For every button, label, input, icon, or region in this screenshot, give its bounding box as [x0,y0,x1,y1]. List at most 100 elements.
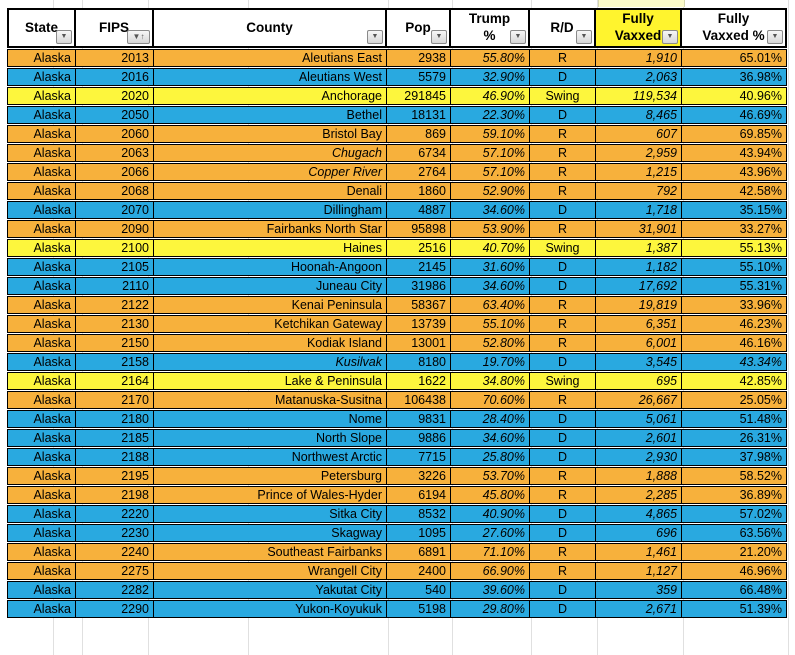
cell-pop[interactable]: 3226 [387,467,451,485]
cell-fully-vaxxed-pct[interactable]: 55.10% [682,258,787,276]
cell-county[interactable]: Denali [154,182,387,200]
cell-pop[interactable]: 95898 [387,220,451,238]
cell-state[interactable]: Alaska [7,505,76,523]
cell-rd[interactable]: D [530,201,596,219]
cell-rd[interactable]: D [530,524,596,542]
cell-pop[interactable]: 2764 [387,163,451,181]
filter-dropdown-icon[interactable]: ▼ [767,30,783,44]
cell-rd[interactable]: R [530,163,596,181]
cell-county[interactable]: Hoonah-Angoon [154,258,387,276]
cell-fips[interactable]: 2070 [76,201,154,219]
cell-trump-pct[interactable]: 52.90% [451,182,530,200]
cell-fully-vaxxed-pct[interactable]: 36.98% [682,68,787,86]
cell-fips[interactable]: 2110 [76,277,154,295]
cell-pop[interactable]: 8532 [387,505,451,523]
cell-fully-vaxxed-pct[interactable]: 66.48% [682,581,787,599]
cell-fully-vaxxed-pct[interactable]: 26.31% [682,429,787,447]
cell-fully-vaxxed-pct[interactable]: 43.96% [682,163,787,181]
cell-fips[interactable]: 2164 [76,372,154,390]
cell-rd[interactable]: D [530,258,596,276]
filter-dropdown-icon[interactable]: ▼ [576,30,592,44]
cell-fully-vaxxed[interactable]: 19,819 [596,296,682,314]
cell-county[interactable]: Sitka City [154,505,387,523]
cell-fips[interactable]: 2050 [76,106,154,124]
cell-state[interactable]: Alaska [7,410,76,428]
cell-pop[interactable]: 6194 [387,486,451,504]
cell-fips[interactable]: 2066 [76,163,154,181]
cell-pop[interactable]: 6734 [387,144,451,162]
cell-fully-vaxxed[interactable]: 6,351 [596,315,682,333]
cell-pop[interactable]: 1622 [387,372,451,390]
cell-state[interactable]: Alaska [7,543,76,561]
cell-fully-vaxxed[interactable]: 792 [596,182,682,200]
cell-pop[interactable]: 869 [387,125,451,143]
cell-county[interactable]: Kodiak Island [154,334,387,352]
cell-rd[interactable]: R [530,49,596,67]
cell-trump-pct[interactable]: 34.60% [451,429,530,447]
cell-state[interactable]: Alaska [7,68,76,86]
cell-trump-pct[interactable]: 27.60% [451,524,530,542]
cell-pop[interactable]: 5579 [387,68,451,86]
cell-fully-vaxxed-pct[interactable]: 46.16% [682,334,787,352]
cell-pop[interactable]: 5198 [387,600,451,618]
cell-fips[interactable]: 2220 [76,505,154,523]
cell-pop[interactable]: 9831 [387,410,451,428]
cell-county[interactable]: Haines [154,239,387,257]
cell-rd[interactable]: R [530,467,596,485]
cell-rd[interactable]: D [530,68,596,86]
cell-county[interactable]: Prince of Wales-Hyder [154,486,387,504]
cell-rd[interactable]: Swing [530,87,596,105]
cell-state[interactable]: Alaska [7,486,76,504]
cell-fips[interactable]: 2090 [76,220,154,238]
cell-county[interactable]: Petersburg [154,467,387,485]
cell-county[interactable]: North Slope [154,429,387,447]
cell-fully-vaxxed[interactable]: 119,534 [596,87,682,105]
cell-fully-vaxxed-pct[interactable]: 25.05% [682,391,787,409]
cell-fully-vaxxed[interactable]: 1,910 [596,49,682,67]
cell-fully-vaxxed-pct[interactable]: 35.15% [682,201,787,219]
cell-rd[interactable]: Swing [530,239,596,257]
cell-fips[interactable]: 2185 [76,429,154,447]
cell-state[interactable]: Alaska [7,315,76,333]
cell-rd[interactable]: D [530,505,596,523]
cell-fips[interactable]: 2100 [76,239,154,257]
cell-fully-vaxxed[interactable]: 26,667 [596,391,682,409]
cell-rd[interactable]: D [530,106,596,124]
cell-trump-pct[interactable]: 45.80% [451,486,530,504]
cell-rd[interactable]: D [530,277,596,295]
cell-fully-vaxxed[interactable]: 1,461 [596,543,682,561]
cell-state[interactable]: Alaska [7,372,76,390]
cell-rd[interactable]: R [530,220,596,238]
cell-trump-pct[interactable]: 31.60% [451,258,530,276]
cell-trump-pct[interactable]: 59.10% [451,125,530,143]
cell-county[interactable]: Nome [154,410,387,428]
cell-rd[interactable]: R [530,486,596,504]
cell-rd[interactable]: R [530,125,596,143]
cell-trump-pct[interactable]: 19.70% [451,353,530,371]
cell-county[interactable]: Yukon-Koyukuk [154,600,387,618]
cell-trump-pct[interactable]: 57.10% [451,144,530,162]
cell-pop[interactable]: 291845 [387,87,451,105]
cell-rd[interactable]: D [530,429,596,447]
cell-fully-vaxxed-pct[interactable]: 58.52% [682,467,787,485]
cell-pop[interactable]: 13001 [387,334,451,352]
cell-fips[interactable]: 2016 [76,68,154,86]
cell-fully-vaxxed-pct[interactable]: 43.34% [682,353,787,371]
cell-fips[interactable]: 2230 [76,524,154,542]
cell-fully-vaxxed-pct[interactable]: 55.13% [682,239,787,257]
cell-trump-pct[interactable]: 40.90% [451,505,530,523]
cell-pop[interactable]: 13739 [387,315,451,333]
cell-pop[interactable]: 540 [387,581,451,599]
cell-fips[interactable]: 2170 [76,391,154,409]
cell-fully-vaxxed[interactable]: 1,718 [596,201,682,219]
cell-trump-pct[interactable]: 34.80% [451,372,530,390]
cell-trump-pct[interactable]: 55.10% [451,315,530,333]
cell-state[interactable]: Alaska [7,448,76,466]
cell-fully-vaxxed-pct[interactable]: 46.69% [682,106,787,124]
cell-fully-vaxxed-pct[interactable]: 36.89% [682,486,787,504]
cell-fully-vaxxed-pct[interactable]: 33.27% [682,220,787,238]
cell-fully-vaxxed[interactable]: 2,285 [596,486,682,504]
cell-fully-vaxxed[interactable]: 2,959 [596,144,682,162]
cell-county[interactable]: Kenai Peninsula [154,296,387,314]
cell-county[interactable]: Lake & Peninsula [154,372,387,390]
